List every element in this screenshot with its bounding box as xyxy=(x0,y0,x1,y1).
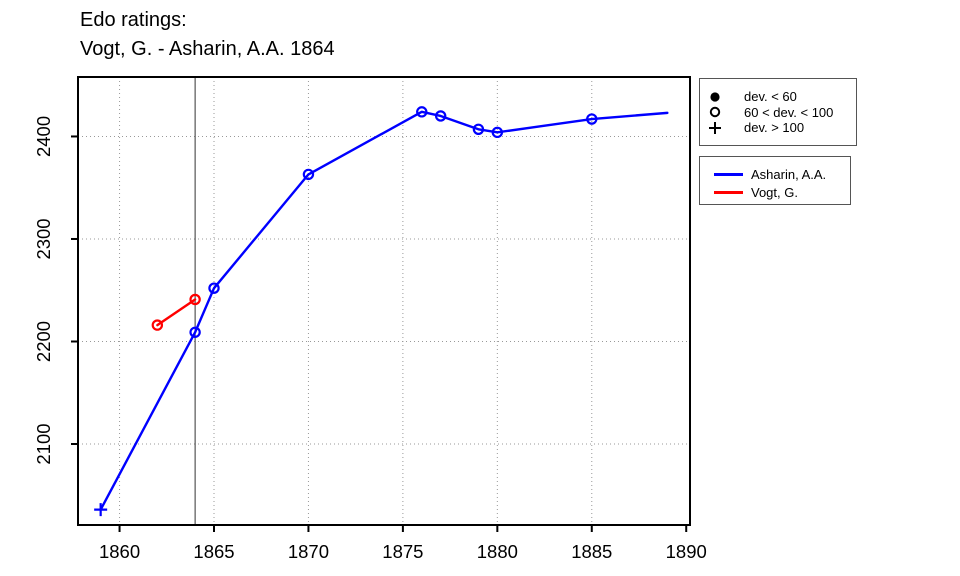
x-tick-label: 1890 xyxy=(666,541,707,562)
asharin-line-swatch xyxy=(714,173,743,177)
plus-icon xyxy=(709,121,721,134)
title-line-2: Vogt, G. - Asharin, A.A. 1864 xyxy=(80,38,335,60)
series-line xyxy=(156,298,197,327)
series-legend-row-vogt: Vogt, G. xyxy=(700,184,850,202)
series-legend-box: Asharin, A.A. Vogt, G. xyxy=(699,156,851,205)
marker-legend-label: dev. > 100 xyxy=(744,120,805,136)
x-tick-label: 1865 xyxy=(193,541,234,562)
open-circle-icon xyxy=(709,107,721,118)
y-tick-label: 2200 xyxy=(33,321,54,362)
series-legend-label: Asharin, A.A. xyxy=(751,167,827,183)
marker-legend-label: 60 < dev. < 100 xyxy=(744,104,834,120)
chart-title: Edo ratings: Vogt, G. - Asharin, A.A. 18… xyxy=(80,6,335,64)
filled-circle-icon xyxy=(710,92,720,102)
marker-legend-row-dev-60-100: 60 < dev. < 100 xyxy=(700,105,856,121)
x-tick-label: 1860 xyxy=(99,541,140,562)
marker-legend-row-dev-lt-60: dev. < 60 xyxy=(700,89,856,105)
marker-legend-row-dev-gt-100: dev. > 100 xyxy=(700,120,856,136)
y-tick-label: 2400 xyxy=(33,116,54,157)
data-point-open-circle xyxy=(189,326,201,338)
series-legend-row-asharin: Asharin, A.A. xyxy=(700,166,850,184)
data-point-open-circle xyxy=(472,123,485,135)
marker-legend-label: dev. < 60 xyxy=(744,89,797,105)
y-tick-label: 2100 xyxy=(33,423,54,464)
vogt-line-swatch xyxy=(714,190,743,194)
x-tick-label: 1875 xyxy=(382,541,423,562)
data-point-open-circle xyxy=(586,113,598,125)
data-point-open-circle xyxy=(189,293,201,306)
series-legend-label: Vogt, G. xyxy=(751,184,798,200)
title-line-1: Edo ratings: xyxy=(80,9,187,31)
marker-legend-box: dev. < 60 60 < dev. < 100 dev. > 100 xyxy=(699,78,857,146)
y-tick-label: 2300 xyxy=(33,218,54,259)
data-point-open-circle xyxy=(302,168,315,181)
x-tick-label: 1880 xyxy=(477,541,518,562)
data-point-plus xyxy=(94,503,108,517)
x-tick-label: 1870 xyxy=(288,541,329,562)
x-tick-label: 1885 xyxy=(571,541,612,562)
series-line xyxy=(99,110,669,511)
data-point-open-circle xyxy=(434,110,447,122)
data-point-open-circle xyxy=(208,282,220,294)
data-point-open-circle xyxy=(151,319,164,331)
plot-border xyxy=(77,76,691,526)
data-point-open-circle xyxy=(416,106,428,118)
data-point-open-circle xyxy=(491,126,504,139)
